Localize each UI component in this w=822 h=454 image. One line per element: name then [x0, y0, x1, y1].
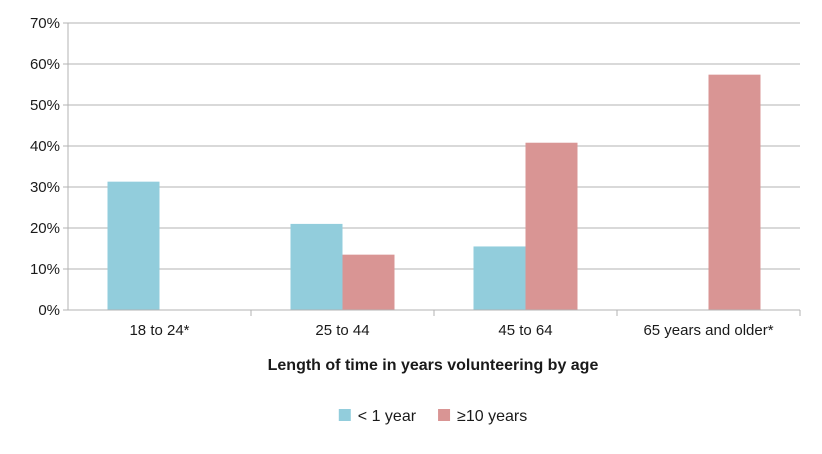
y-tick-label: 30% — [30, 179, 60, 196]
legend-swatch — [338, 409, 351, 421]
bars — [107, 74, 761, 310]
legend-label: ≥10 years — [457, 408, 527, 425]
y-tick-label: 40% — [30, 138, 60, 155]
x-category-label: 18 to 24* — [129, 322, 189, 339]
legend-swatch — [438, 409, 451, 421]
y-tick-labels: 0% 10% 20% 30% 40% 50% 60% 70% — [30, 15, 60, 319]
legend: < 1 year ≥10 years — [338, 408, 527, 425]
y-tick-label: 20% — [30, 220, 60, 237]
bar — [473, 246, 526, 310]
bar — [342, 254, 395, 310]
axes — [63, 22, 801, 316]
y-tick-label: 60% — [30, 56, 60, 73]
bar — [525, 142, 578, 310]
x-category-label: 45 to 64 — [498, 322, 552, 339]
gridlines — [68, 22, 800, 270]
y-tick-label: 70% — [30, 15, 60, 32]
legend-label: < 1 year — [358, 408, 417, 425]
x-axis-title: Length of time in years volunteering by … — [268, 357, 599, 374]
x-category-label: 25 to 44 — [315, 322, 369, 339]
y-tick-label: 10% — [30, 261, 60, 278]
bar — [708, 74, 761, 310]
y-tick-label: 0% — [38, 302, 60, 319]
x-category-label: 65 years and older* — [643, 322, 773, 339]
bar — [290, 223, 343, 310]
y-tick-label: 50% — [30, 97, 60, 114]
bar — [107, 181, 160, 310]
x-category-labels: 18 to 24* 25 to 44 45 to 64 65 years and ol… — [129, 322, 773, 339]
